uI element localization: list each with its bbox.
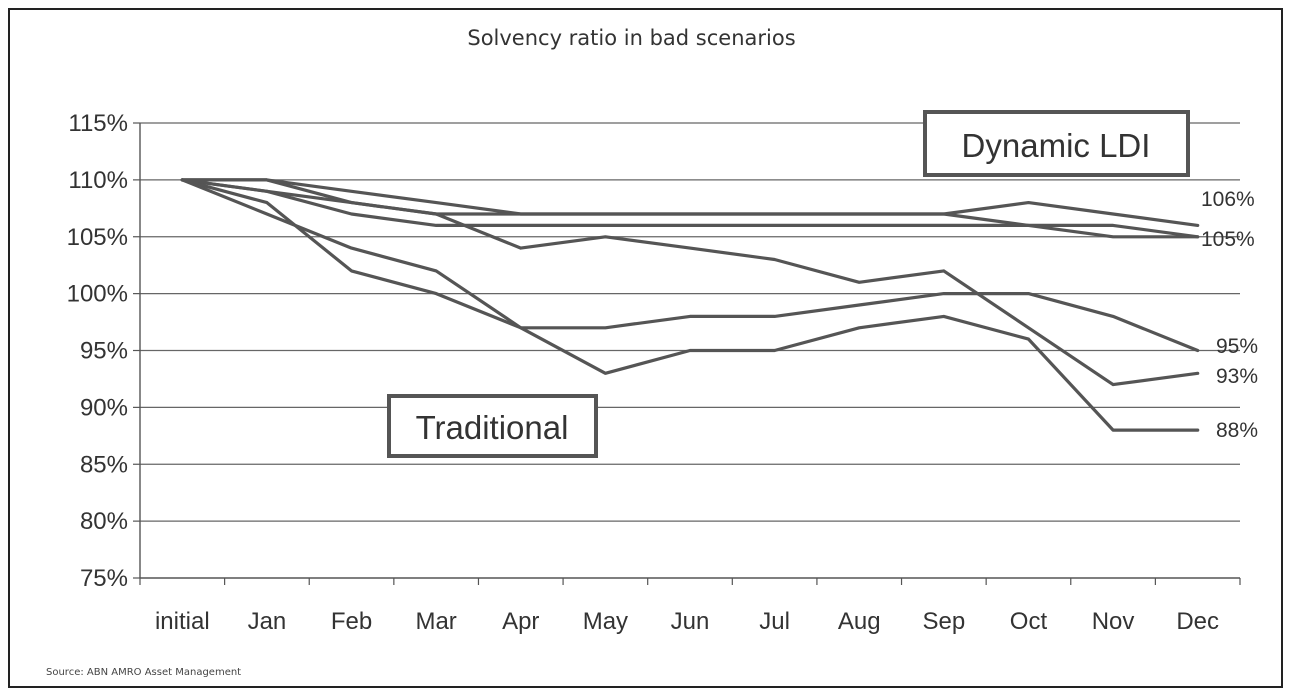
dynamic-ldi-annotation: Dynamic LDI	[923, 110, 1190, 177]
y-tick-label: 95%	[80, 338, 128, 365]
series-line-6	[180, 178, 1200, 387]
y-tick-label: 105%	[67, 224, 128, 251]
x-tick-label: Jul	[759, 608, 790, 635]
series-lines	[180, 178, 1200, 432]
dynamic-ldi-label: Dynamic LDI	[962, 127, 1151, 164]
y-tick-label: 85%	[80, 451, 128, 478]
y-tick-labels: 75% 80% 85% 90% 95% 100% 105% 110% 115%	[67, 110, 128, 592]
end-label-106: 106%	[1201, 188, 1255, 211]
x-tick-label: Nov	[1092, 608, 1135, 635]
x-tick-label: Oct	[1010, 608, 1048, 635]
axes	[133, 122, 1241, 585]
traditional-label: Traditional	[416, 409, 569, 446]
x-tick-label: Mar	[415, 608, 456, 635]
y-tick-label: 115%	[68, 110, 128, 137]
end-label-93: 93%	[1216, 365, 1258, 388]
x-tick-label: Apr	[502, 608, 539, 635]
source-note: Source: ABN AMRO Asset Management	[46, 667, 242, 678]
x-tick-label: Dec	[1176, 608, 1219, 635]
end-label-95: 95%	[1216, 335, 1258, 358]
y-tick-label: 75%	[80, 565, 128, 592]
x-tick-label: Jun	[671, 608, 710, 635]
x-tick-label: Feb	[331, 608, 372, 635]
series-line-4	[180, 178, 1200, 353]
y-tick-label: 110%	[68, 167, 128, 194]
end-label-88: 88%	[1216, 419, 1258, 442]
y-tick-label: 80%	[80, 508, 128, 535]
traditional-annotation: Traditional	[387, 394, 598, 458]
y-tick-label: 100%	[67, 281, 128, 308]
x-tick-label: May	[583, 608, 628, 635]
end-label-105: 105%	[1201, 228, 1255, 251]
series-line-3	[180, 178, 1200, 239]
chart-title: Solvency ratio in bad scenarios	[467, 26, 796, 50]
x-tick-label: Sep	[922, 608, 965, 635]
series-line-5	[180, 178, 1200, 432]
x-tick-label: Aug	[838, 608, 881, 635]
x-tick-label: Jan	[248, 608, 287, 635]
x-tick-label: initial	[155, 608, 210, 635]
x-tick-labels: initial Jan Feb Mar Apr May Jun Jul Aug Sep Oct Nov…	[155, 608, 1219, 635]
series-line-1	[180, 178, 1200, 227]
gridlines	[140, 122, 1240, 522]
y-tick-label: 90%	[80, 394, 128, 421]
